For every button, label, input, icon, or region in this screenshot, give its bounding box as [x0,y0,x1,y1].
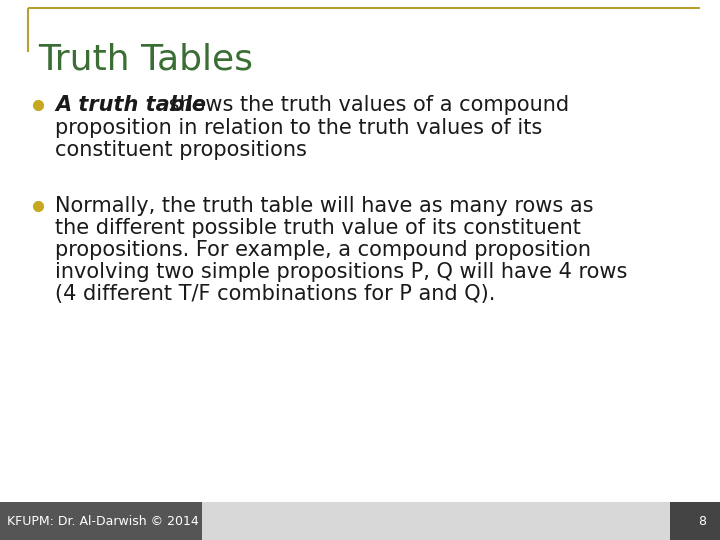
Bar [0,502,202,540]
Bar [202,502,670,540]
Bar [670,502,720,540]
Text: proposition in relation to the truth values of its: proposition in relation to the truth val… [55,118,542,138]
Text: Truth Tables: Truth Tables [38,42,253,76]
Text: involving two simple propositions P, Q will have 4 rows: involving two simple propositions P, Q w… [55,262,627,282]
Text: KFUPM: Dr. Al-Darwish © 2014: KFUPM: Dr. Al-Darwish © 2014 [7,515,199,528]
Text: Normally, the truth table will have as many rows as: Normally, the truth table will have as m… [55,196,593,216]
Text: the different possible truth value of its constituent: the different possible truth value of it… [55,218,581,238]
Text: constituent propositions: constituent propositions [55,140,307,160]
Text: shows the truth values of a compound: shows the truth values of a compound [161,96,569,116]
Text: 8: 8 [698,515,706,528]
Text: propositions. For example, a compound proposition: propositions. For example, a compound pr… [55,240,591,260]
Text: A truth table: A truth table [55,96,206,116]
Text: (4 different T/F combinations for P and Q).: (4 different T/F combinations for P and … [55,284,495,304]
